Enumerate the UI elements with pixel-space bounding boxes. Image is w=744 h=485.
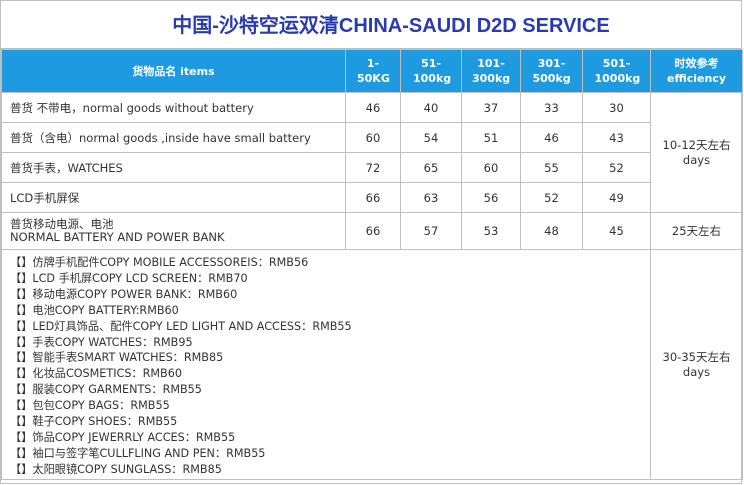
list-item: 【】化妆品COSMETICS：RMB60 <box>10 367 182 381</box>
eta-cell-group3: 30-35天左右 days <box>650 249 743 480</box>
list-item: 【】移动电源COPY POWER BANK：RMB60 <box>10 287 238 301</box>
price-cell: 33 <box>520 92 583 123</box>
price-cell: 48 <box>520 212 583 250</box>
price-cell: 66 <box>345 182 401 213</box>
price-cell: 43 <box>582 122 651 153</box>
header-weight-1: 1-50KG <box>345 49 401 93</box>
page-title: 中国-沙特空运双清CHINA-SAUDI D2D SERVICE <box>1 1 741 49</box>
price-cell: 54 <box>400 122 462 153</box>
copy-goods-row: 【】仿牌手机配件COPY MOBILE ACCESSOREIS：RMB56 【】… <box>1 249 743 480</box>
list-item: 【】鞋子COPY SHOES：RMB55 <box>10 415 178 429</box>
row-item-name-line2: NORMAL BATTERY AND POWER BANK <box>10 230 225 244</box>
price-cell: 72 <box>345 152 401 183</box>
row-item-name: 普货 不带电，normal goods without battery <box>1 92 346 123</box>
price-cell: 37 <box>461 92 521 123</box>
row-item-name: 普货手表，WATCHES <box>1 152 346 183</box>
list-item: 【】手表COPY WATCHES：RMB95 <box>10 335 193 349</box>
price-cell: 60 <box>345 122 401 153</box>
price-cell: 65 <box>400 152 462 183</box>
row-item-name: 普货移动电源、电池 NORMAL BATTERY AND POWER BANK <box>1 212 346 250</box>
row-item-name-line1: 普货移动电源、电池 <box>10 217 114 231</box>
price-cell: 30 <box>582 92 651 123</box>
rate-table: 货物品名 items 1-50KG 51-100kg 101-300kg 301… <box>1 49 743 480</box>
table-header-row: 货物品名 items 1-50KG 51-100kg 101-300kg 301… <box>1 49 743 93</box>
price-cell: 40 <box>400 92 462 123</box>
list-item: 【】LCD 手机屏COPY LCD SCREEN：RMB70 <box>10 271 248 285</box>
price-cell: 55 <box>520 152 583 183</box>
table-row: 普货（含电）normal goods ,inside have small ba… <box>1 122 743 153</box>
price-cell: 66 <box>345 212 401 250</box>
row-item-name: 普货（含电）normal goods ,inside have small ba… <box>1 122 346 153</box>
list-item: 【】袖口与签字笔CULLFLING AND PEN：RMB55 <box>10 446 266 460</box>
list-item: 【】服装COPY GARMENTS：RMB55 <box>10 383 202 397</box>
list-item: 【】LED灯具饰品、配件COPY LED LIGHT AND ACCESS：RM… <box>10 319 352 333</box>
eta-cell-group2: 25天左右 <box>650 212 743 250</box>
table-row: LCD手机屏保 66 63 56 52 49 <box>1 182 743 213</box>
eta-cell-group1: 10-12天左右 days <box>650 92 743 213</box>
list-item: 【】饰品COPY JEWERRLY ACCES：RMB55 <box>10 430 236 444</box>
table-row: 普货移动电源、电池 NORMAL BATTERY AND POWER BANK … <box>1 212 743 250</box>
price-cell: 46 <box>520 122 583 153</box>
price-cell: 56 <box>461 182 521 213</box>
copy-goods-list: 【】仿牌手机配件COPY MOBILE ACCESSOREIS：RMB56 【】… <box>3 251 650 478</box>
header-weight-2: 51-100kg <box>400 49 462 93</box>
price-cell: 51 <box>461 122 521 153</box>
table-row: 普货手表，WATCHES 72 65 60 55 52 <box>1 152 743 183</box>
price-cell: 63 <box>400 182 462 213</box>
list-item: 【】智能手表SMART WATCHES：RMB85 <box>10 351 224 365</box>
price-cell: 46 <box>345 92 401 123</box>
header-weight-3: 101-300kg <box>461 49 521 93</box>
header-item: 货物品名 items <box>1 49 346 93</box>
row-item-name: LCD手机屏保 <box>1 182 346 213</box>
price-cell: 45 <box>582 212 651 250</box>
price-cell: 52 <box>582 152 651 183</box>
price-cell: 53 <box>461 212 521 250</box>
price-cell: 60 <box>461 152 521 183</box>
header-weight-5: 501-1000kg <box>582 49 651 93</box>
price-cell: 52 <box>520 182 583 213</box>
price-cell: 57 <box>400 212 462 250</box>
price-cell: 49 <box>582 182 651 213</box>
list-item: 【】仿牌手机配件COPY MOBILE ACCESSOREIS：RMB56 <box>10 256 309 269</box>
copy-goods-cell: 【】仿牌手机配件COPY MOBILE ACCESSOREIS：RMB56 【】… <box>1 249 651 480</box>
list-item: 【】电池COPY BATTERY:RMB60 <box>10 303 179 317</box>
header-eta: 时效参考 efficiency <box>650 49 743 93</box>
header-weight-4: 301-500kg <box>520 49 583 93</box>
list-item: 【】太阳眼镜COPY SUNGLASS：RMB85 <box>10 462 222 476</box>
table-row: 普货 不带电，normal goods without battery 46 4… <box>1 92 743 213</box>
list-item: 【】包包COPY BAGS：RMB55 <box>10 399 170 413</box>
